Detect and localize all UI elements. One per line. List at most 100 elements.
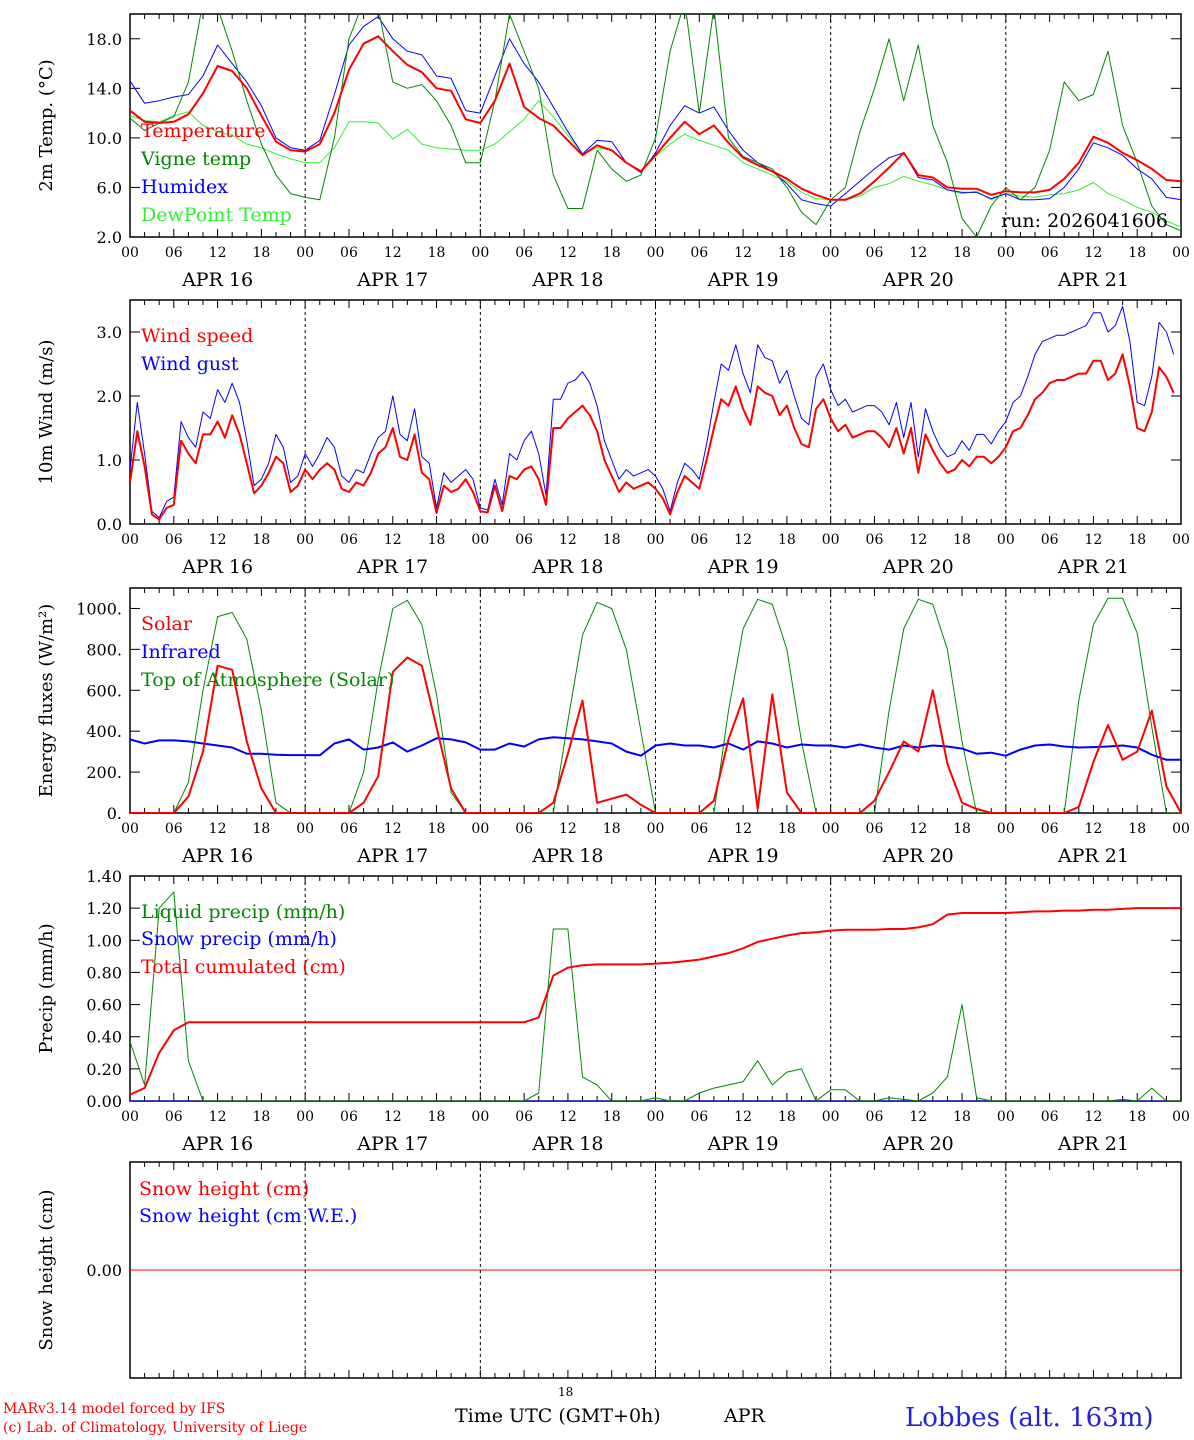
day-label: APR 18 [531,556,603,578]
hour-tick-label: 12 [909,245,927,261]
hour-tick-label: 00 [822,821,840,837]
station-name: Lobbes (alt. 163m) [905,1403,1154,1433]
y-axis-label: 10m Wind (m/s) [36,340,57,485]
hour-tick-label: 18 [603,245,621,261]
day-label: APR 19 [707,269,779,291]
hour-tick-label: 06 [515,245,533,261]
series-liquid-precip-mm-h [130,891,1181,1101]
model-credit: MARv3.14 model forced by IFS (c) Lab. of… [3,1400,307,1438]
hour-tick-label: 12 [559,245,577,261]
hour-tick-label: 18 [428,821,446,837]
hour-tick-label: 00 [296,245,314,261]
hour-tick-label: 18 [252,532,270,548]
y-tick-label: 800. [86,640,122,659]
hour-tick-label: 18 [953,245,971,261]
hour-tick-label: 12 [1085,532,1103,548]
hour-tick-label: 12 [909,1109,927,1125]
hour-tick-label: 00 [997,245,1015,261]
hour-tick-label: 12 [384,1109,402,1125]
hour-tick-label: 12 [384,821,402,837]
series-vigne-temp [130,14,1181,237]
y-tick-label: 0. [107,804,122,823]
run-label: run: 2026041606 [1001,210,1168,232]
hour-tick-label: 00 [822,245,840,261]
day-label: APR 16 [181,556,253,578]
hour-tick-label: 00 [647,821,665,837]
hour-tick-label: 18 [603,532,621,548]
hour-tick-label: 06 [515,1109,533,1125]
y-tick-label: 1000. [76,599,122,618]
legend-entry: Humidex [141,176,228,198]
hour-tick-label: 00 [1172,821,1190,837]
day-label: APR 21 [1057,845,1129,867]
series-temperature [130,35,1181,201]
hour-tick-label: 06 [1041,245,1059,261]
hour-tick-label: 12 [734,245,752,261]
hour-tick-label: 00 [822,532,840,548]
y-tick-label: 10.0 [86,129,122,148]
hour-tick-label: 12 [384,532,402,548]
hour-tick-label: 12 [1085,245,1103,261]
hour-tick-label: 06 [340,1109,358,1125]
hour-tick-label: 06 [690,821,708,837]
hour-tick-label: 06 [866,532,884,548]
hour-tick-label: 00 [647,245,665,261]
hour-tick-label: 12 [559,821,577,837]
hour-tick-label: 06 [165,821,183,837]
hour-tick-label: 12 [909,532,927,548]
hour-tick-label: 18 [1128,821,1146,837]
hour-tick-label: 00 [121,1109,139,1125]
series-wind-gust [130,305,1175,519]
y-axis-label: 2m Temp. (°C) [36,59,57,191]
hour-tick-label: 12 [209,532,227,548]
day-label: APR 16 [181,845,253,867]
hour-tick-label: 12 [734,532,752,548]
day-label: APR 16 [181,1133,253,1155]
day-label: APR 17 [356,269,428,291]
hour-tick-label: 18 [1128,245,1146,261]
legend-entry: Liquid precip (mm/h) [141,901,345,923]
hour-tick-label: 00 [647,532,665,548]
y-tick-label: 2.0 [97,228,122,247]
y-tick-label: 600. [86,681,122,700]
day-label: APR 17 [356,845,428,867]
hour-tick-label: 18 [953,821,971,837]
y-tick-label: 18.0 [86,30,122,49]
hour-tick-label: 18 [953,532,971,548]
hour-tick-label: 00 [997,821,1015,837]
y-tick-label: 0.20 [86,1060,122,1079]
day-label: APR 20 [882,269,954,291]
y-tick-label: 0.00 [86,1092,122,1111]
hour-tick-label: 12 [384,245,402,261]
hour-tick-label: 06 [866,1109,884,1125]
hour-tick-label: 00 [296,532,314,548]
legend-entry: Temperature [141,120,265,142]
y-tick-label: 6.0 [97,178,122,197]
hour-tick-label: 12 [559,1109,577,1125]
day-label: APR 18 [531,1133,603,1155]
time-axis-tick: 18 [558,1385,574,1399]
legend-entry: Vigne temp [140,148,251,170]
y-axis-label: Precip (mm/h) [36,923,57,1053]
hour-tick-label: 18 [428,532,446,548]
hour-tick-label: 18 [778,1109,796,1125]
hour-tick-label: 00 [1172,1109,1190,1125]
hour-tick-label: 00 [822,1109,840,1125]
hour-tick-label: 00 [1172,532,1190,548]
y-tick-label: 3.0 [97,323,122,342]
hour-tick-label: 00 [471,532,489,548]
hour-tick-label: 00 [296,821,314,837]
hour-tick-label: 12 [1085,1109,1103,1125]
hour-tick-label: 00 [296,1109,314,1125]
day-label: APR 20 [882,1133,954,1155]
day-label: APR 17 [356,1133,428,1155]
hour-tick-label: 06 [165,245,183,261]
hour-tick-label: 18 [603,1109,621,1125]
hour-tick-label: 12 [209,1109,227,1125]
model-line-2: (c) Lab. of Climatology, University of L… [3,1420,308,1436]
hour-tick-label: 18 [953,1109,971,1125]
y-tick-label: 0.00 [86,1261,122,1280]
hour-tick-label: 06 [165,532,183,548]
hour-tick-label: 12 [1085,821,1103,837]
time-axis-month: APR [724,1405,765,1427]
